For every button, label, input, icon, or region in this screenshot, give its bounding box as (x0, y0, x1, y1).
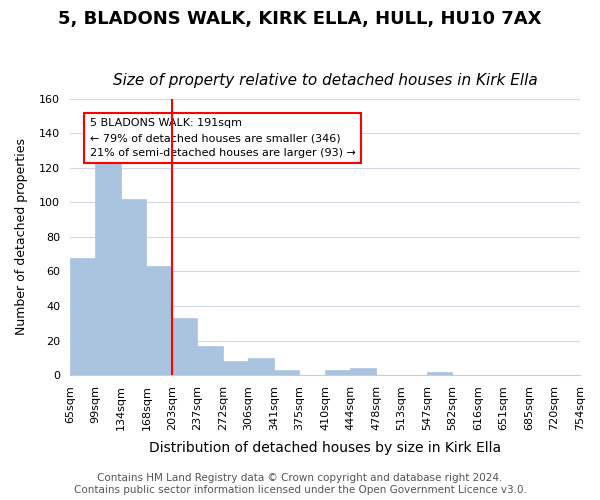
Bar (350, 368, 376, 375)
Bar (95, 147, 121, 375)
Text: 5 BLADONS WALK: 191sqm
← 79% of detached houses are smaller (346)
21% of semi-de: 5 BLADONS WALK: 191sqm ← 79% of detached… (90, 118, 356, 158)
Bar (325, 370, 350, 375)
Bar (197, 346, 223, 375)
Title: Size of property relative to detached houses in Kirk Ella: Size of property relative to detached ho… (113, 73, 538, 88)
Y-axis label: Number of detached properties: Number of detached properties (15, 138, 28, 336)
Bar (223, 361, 248, 375)
Bar (427, 372, 452, 375)
X-axis label: Distribution of detached houses by size in Kirk Ella: Distribution of detached houses by size … (149, 441, 501, 455)
Bar (172, 318, 197, 375)
Bar (70, 258, 95, 375)
Bar (274, 370, 299, 375)
Bar (146, 266, 172, 375)
Bar (248, 358, 274, 375)
Text: Contains HM Land Registry data © Crown copyright and database right 2024.
Contai: Contains HM Land Registry data © Crown c… (74, 474, 526, 495)
Bar (121, 199, 146, 375)
Text: 5, BLADONS WALK, KIRK ELLA, HULL, HU10 7AX: 5, BLADONS WALK, KIRK ELLA, HULL, HU10 7… (58, 10, 542, 28)
